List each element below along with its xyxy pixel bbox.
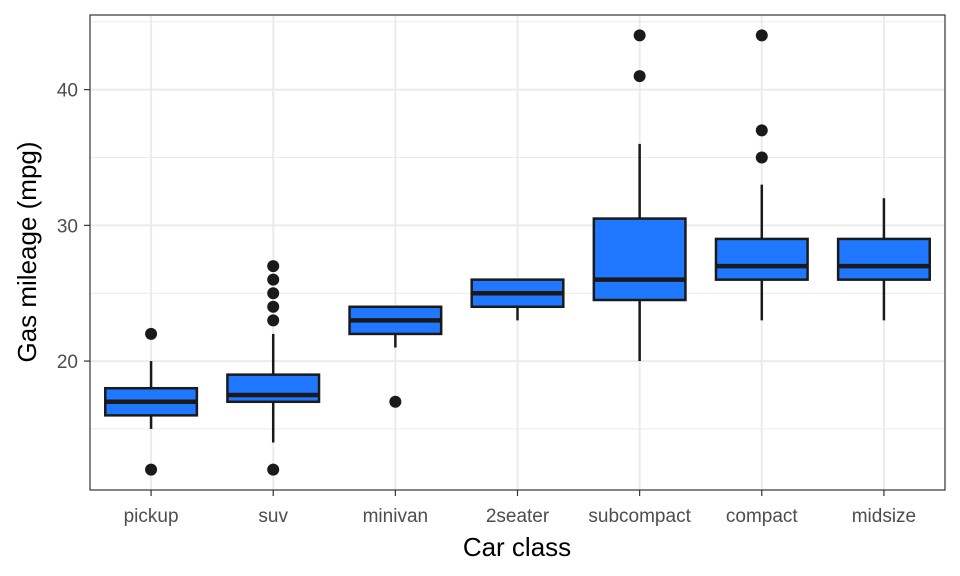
box-2seater [470, 278, 565, 321]
box-iqr [226, 373, 321, 404]
y-tick-label: 30 [57, 216, 78, 237]
x-axis: pickup suv minivan 2seater subcompact compact… [124, 490, 916, 527]
x-tick-label: midsize [852, 506, 916, 527]
x-tick-label: 2seater [486, 506, 550, 527]
outlier-point [267, 463, 280, 476]
box-midsize [836, 198, 931, 321]
y-axis-title: Gas mileage (mpg) [12, 141, 42, 362]
outlier-point [267, 300, 280, 313]
outlier-point [755, 151, 768, 164]
box-series [104, 29, 931, 476]
outlier-point [755, 124, 768, 137]
outlier-point [267, 260, 280, 273]
box-suv [226, 260, 321, 476]
y-axis: 20 30 40 [57, 81, 90, 373]
outlier-point [755, 29, 768, 42]
x-tick-label: suv [258, 506, 288, 527]
y-tick-label: 40 [57, 81, 78, 102]
x-tick-label: pickup [124, 506, 179, 527]
y-tick-label: 20 [57, 352, 78, 373]
outlier-point [267, 273, 280, 286]
outlier-point [633, 29, 646, 42]
box-iqr [836, 237, 931, 281]
x-axis-title: Car class [463, 532, 571, 562]
outlier-point [633, 70, 646, 83]
outlier-point [145, 463, 158, 476]
box-iqr [592, 217, 687, 302]
box-minivan [348, 305, 443, 408]
x-tick-label: minivan [363, 506, 428, 527]
outlier-point [267, 314, 280, 327]
box-pickup [104, 327, 199, 476]
x-tick-label: subcompact [588, 506, 691, 527]
outlier-point [389, 395, 402, 408]
x-tick-label: compact [726, 506, 799, 527]
box-iqr [714, 237, 809, 281]
outlier-point [145, 327, 158, 340]
outlier-point [267, 287, 280, 300]
box-subcompact [592, 29, 687, 362]
box-compact [714, 29, 809, 321]
